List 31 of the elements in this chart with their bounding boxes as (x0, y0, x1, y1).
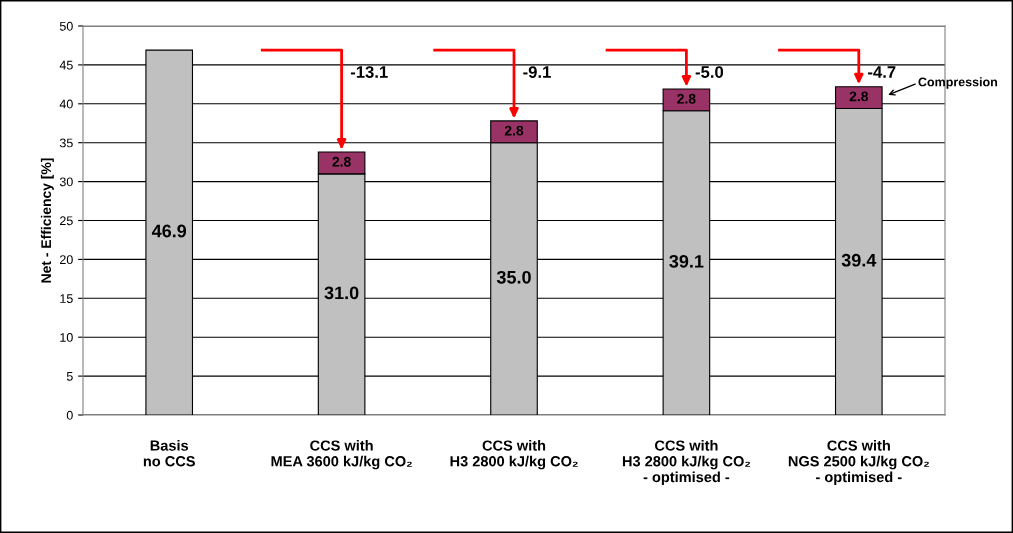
annotation: -9.1 (523, 66, 551, 78)
y-tick-label: 0 (66, 410, 73, 420)
x-tick-label: CCS with NGS 2500 kJ/kg CO₂ - optimised - (788, 440, 929, 486)
x-tick-label: Basis no CCS (143, 440, 195, 467)
y-tick-label: 30 (59, 177, 73, 187)
y-tick-label: 15 (60, 294, 73, 303)
data-label: 2.8 (849, 91, 869, 102)
data-label: 2.8 (504, 125, 524, 136)
annotation: -5.0 (695, 66, 724, 78)
x-tick-label: CCS with H3 2800 kJ/kg CO₂ - optimised - (622, 440, 751, 486)
data-label: 39.1 (669, 254, 704, 268)
annotation: -13.1 (350, 66, 388, 78)
x-tick-label: CCS with H3 2800 kJ/kg CO₂ (450, 440, 578, 470)
annotation: Compression (918, 77, 998, 89)
y-tick-label: 35 (59, 138, 73, 148)
y-tick-label: 40 (59, 99, 73, 109)
y-tick-label: 20 (60, 255, 73, 265)
annotation: -4.7 (868, 66, 896, 78)
data-label: 46.9 (151, 224, 187, 238)
data-label: 39.4 (841, 253, 877, 267)
y-tick-label: 10 (60, 333, 73, 342)
y-axis-title: Net - Efficiency [%] (40, 158, 54, 283)
y-tick-label: 50 (59, 21, 73, 31)
y-tick-label: 45 (59, 60, 73, 70)
data-label: 31.0 (324, 286, 359, 300)
y-tick-label: 25 (60, 216, 73, 226)
y-tick-label: 5 (66, 372, 73, 381)
data-label: 35.0 (496, 270, 531, 284)
data-label: 2.8 (332, 156, 351, 167)
data-label: 2.8 (677, 93, 696, 104)
x-tick-label: CCS with MEA 3600 kJ/kg CO₂ (271, 440, 412, 470)
